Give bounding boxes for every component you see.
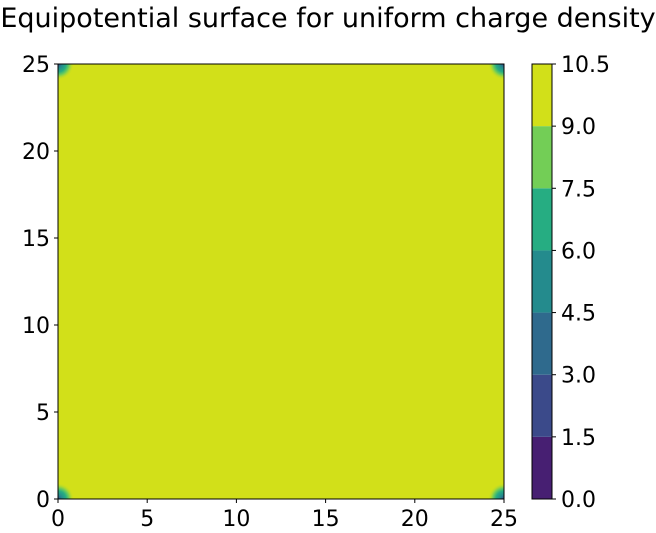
x-tick-label: 25	[490, 507, 518, 532]
contour-fill	[58, 64, 504, 499]
x-tick-label: 10	[222, 507, 250, 532]
corner-gradient-top-left	[58, 64, 74, 80]
plot-area	[57, 63, 505, 500]
y-tick-label: 25	[22, 53, 50, 78]
colorbar-band	[532, 250, 552, 313]
colorbar-tick-label: 6.0	[561, 239, 596, 264]
colorbar-frame	[531, 63, 553, 500]
colorbar-tick-label: 9.0	[561, 115, 596, 140]
colorbar-tick-label: 3.0	[561, 364, 596, 389]
colorbar-tick-label: 1.5	[561, 426, 596, 451]
colorbar-band	[532, 312, 552, 375]
colorbar-tick-label: 7.5	[561, 177, 596, 202]
corner-gradient-top-right	[488, 64, 504, 80]
y-tick-label: 20	[22, 140, 50, 165]
plot-frame	[57, 63, 505, 500]
y-tick-label: 0	[36, 488, 50, 513]
colorbar-band	[532, 436, 552, 499]
colorbar-tick-label: 4.5	[561, 302, 596, 327]
x-tick-label: 5	[140, 507, 154, 532]
chart-title: Equipotential surface for uniform charge…	[0, 3, 655, 34]
y-tick-label: 15	[22, 227, 50, 252]
colorbar-band	[532, 188, 552, 251]
colorbar: 0.0 1.5 3.0 4.5 6.0 7.5 9.0 10.5	[531, 53, 610, 513]
colorbar-ticks: 0.0 1.5 3.0 4.5 6.0 7.5 9.0 10.5	[552, 53, 610, 513]
colorbar-bands	[532, 64, 552, 499]
x-axis: 0 5 10 15 20 25	[51, 499, 518, 532]
x-tick-label: 0	[51, 507, 65, 532]
colorbar-band	[532, 374, 552, 437]
corner-gradient-bottom-left	[58, 483, 74, 499]
x-tick-label: 15	[312, 507, 340, 532]
x-tick-label: 20	[401, 507, 429, 532]
y-tick-label: 5	[36, 401, 50, 426]
colorbar-tick-label: 0.0	[561, 488, 596, 513]
y-axis: 0 5 10 15 20 25	[22, 53, 58, 513]
colorbar-tick-label: 10.5	[561, 53, 610, 78]
corner-gradients	[58, 64, 504, 499]
y-tick-label: 10	[22, 314, 50, 339]
colorbar-band	[532, 64, 552, 127]
colorbar-band	[532, 126, 552, 189]
corner-gradient-bottom-right	[488, 483, 504, 499]
